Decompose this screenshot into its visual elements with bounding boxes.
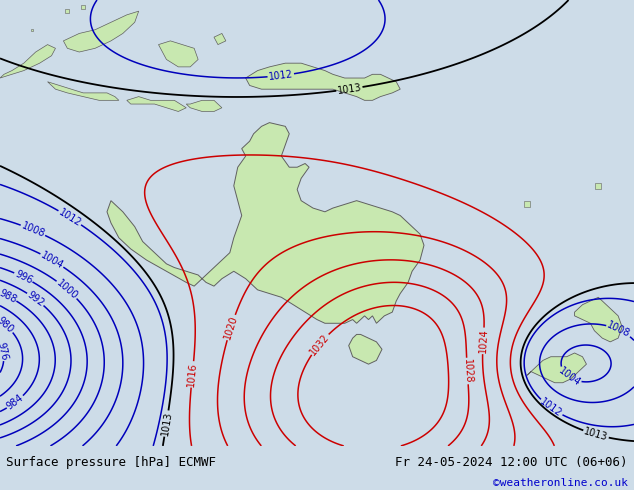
Text: 1008: 1008 <box>20 220 46 240</box>
Text: Surface pressure [hPa] ECMWF: Surface pressure [hPa] ECMWF <box>6 456 216 469</box>
Text: 980: 980 <box>0 315 16 335</box>
Text: 1012: 1012 <box>538 397 564 419</box>
Text: 988: 988 <box>0 288 18 305</box>
Text: 1016: 1016 <box>186 362 198 387</box>
Polygon shape <box>186 100 222 112</box>
Polygon shape <box>127 97 186 112</box>
Text: Fr 24-05-2024 12:00 UTC (06+06): Fr 24-05-2024 12:00 UTC (06+06) <box>395 456 628 469</box>
Text: 1012: 1012 <box>57 207 83 228</box>
Text: 1004: 1004 <box>39 250 65 270</box>
Text: 1028: 1028 <box>462 359 473 384</box>
Polygon shape <box>158 41 198 67</box>
Text: 1012: 1012 <box>268 69 294 82</box>
Polygon shape <box>527 353 586 383</box>
Polygon shape <box>246 63 400 100</box>
Polygon shape <box>349 335 382 364</box>
Polygon shape <box>214 33 226 45</box>
Text: 996: 996 <box>13 269 34 286</box>
Text: 1008: 1008 <box>605 320 632 340</box>
Polygon shape <box>48 82 119 100</box>
Polygon shape <box>63 11 139 52</box>
Text: ©weatheronline.co.uk: ©weatheronline.co.uk <box>493 478 628 489</box>
Text: 1004: 1004 <box>557 366 582 388</box>
Polygon shape <box>107 122 424 323</box>
Polygon shape <box>574 297 622 342</box>
Text: 1013: 1013 <box>337 82 362 96</box>
Text: 1024: 1024 <box>477 328 489 353</box>
Polygon shape <box>0 45 56 78</box>
Text: 984: 984 <box>5 392 25 412</box>
Text: 1032: 1032 <box>308 332 332 357</box>
Text: 1013: 1013 <box>583 426 609 442</box>
Text: 992: 992 <box>25 290 46 309</box>
Text: 1000: 1000 <box>55 278 79 301</box>
Text: 1020: 1020 <box>223 314 240 341</box>
Text: 1013: 1013 <box>160 411 173 437</box>
Text: 976: 976 <box>0 341 10 361</box>
